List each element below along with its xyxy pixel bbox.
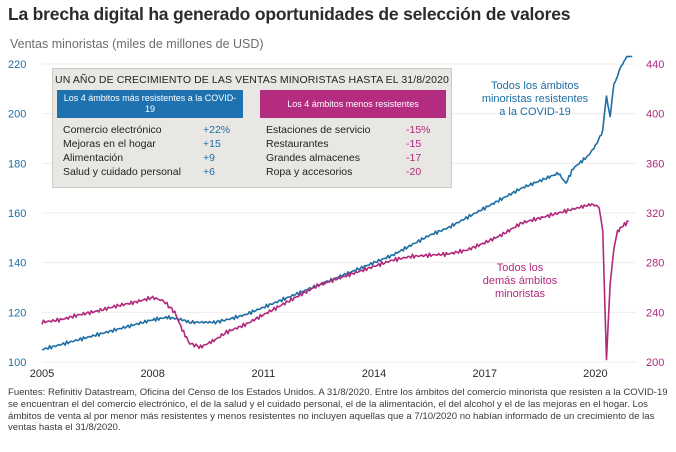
table-row: Ropa y accesorios -20: [260, 165, 446, 179]
row-label: Restaurantes: [266, 138, 329, 150]
table-row: Mejoras en el hogar +15: [57, 137, 243, 151]
right-axis-tick: 320: [646, 208, 664, 220]
row-value: +6: [203, 166, 215, 178]
chart-subtitle: Ventas minoristas (miles de millones de …: [10, 37, 264, 51]
x-axis-tick: 2008: [140, 368, 164, 380]
resilient-panel: Los 4 ámbitos más resistentes a la COVID…: [57, 90, 243, 179]
x-axis-tick: 2011: [252, 368, 276, 380]
least-resilient-panel-header: Los 4 ámbitos menos resistentes: [260, 90, 446, 118]
table-row: Salud y cuidado personal +6: [57, 165, 243, 179]
table-row: Grandes almacenes -17: [260, 151, 446, 165]
growth-table-title: UN AÑO DE CRECIMIENTO DE LAS VENTAS MINO…: [55, 74, 449, 86]
table-row: Alimentación +9: [57, 151, 243, 165]
resilient-series-line: [41, 55, 633, 351]
x-axis-tick: 2014: [362, 368, 386, 380]
row-label: Ropa y accesorios: [266, 166, 353, 178]
table-row: Estaciones de servicio -15%: [260, 123, 446, 137]
row-label: Grandes almacenes: [266, 152, 360, 164]
chart-series: [41, 55, 633, 361]
x-axis-tick: 2020: [583, 368, 607, 380]
row-value: +22%: [203, 124, 231, 136]
series-labels: Todos los ámbitos minoristas resistentes a…: [482, 80, 589, 300]
x-axis-ticks: 2005 2008 2011 2014 2017 2020: [30, 368, 608, 380]
left-axis-ticks: 100 120 140 160 180 200 220: [8, 59, 26, 369]
resilient-series-label: Todos los ámbitos minoristas resistentes a…: [482, 80, 589, 118]
row-label: Alimentación: [63, 152, 124, 164]
growth-table: UN AÑO DE CRECIMIENTO DE LAS VENTAS MINO…: [52, 68, 452, 188]
right-axis-tick: 400: [646, 109, 664, 121]
row-label: Salud y cuidado personal: [63, 166, 181, 178]
left-axis-tick: 200: [8, 109, 26, 121]
row-value: -17: [406, 152, 422, 164]
right-axis-tick: 440: [646, 59, 664, 71]
right-axis-tick: 200: [646, 357, 664, 369]
right-axis-tick: 280: [646, 258, 664, 270]
other-series-label: Todos los demás ámbitos minoristas: [483, 262, 558, 300]
other-series-line: [41, 203, 629, 361]
right-axis-tick: 240: [646, 307, 664, 319]
footer-sources: Fuentes: Refinitiv Datastream, Oficina d…: [8, 387, 668, 434]
row-value: -15: [406, 138, 422, 150]
right-axis-ticks: 200 240 280 320 360 400 440: [646, 59, 664, 369]
left-axis-tick: 100: [8, 357, 26, 369]
resilient-panel-header: Los 4 ámbitos más resistentes a la COVID…: [57, 90, 243, 118]
row-label: Estaciones de servicio: [266, 124, 371, 136]
row-label: Mejoras en el hogar: [63, 138, 156, 150]
least-resilient-panel: Los 4 ámbitos menos resistentes Estacion…: [260, 90, 446, 179]
row-value: -15%: [406, 124, 431, 136]
row-value: -20: [406, 166, 422, 178]
retail-sales-chart: 100 120 140 160 180 200 220 200 240 280 320 360 400…: [8, 55, 664, 380]
x-axis-tick: 2005: [30, 368, 54, 380]
right-axis-tick: 360: [646, 158, 664, 170]
left-axis-tick: 120: [8, 307, 26, 319]
left-axis-tick: 160: [8, 208, 26, 220]
page-title: La brecha digital ha generado oportunida…: [8, 4, 571, 24]
table-row: Restaurantes -15: [260, 137, 446, 151]
row-value: +9: [203, 152, 215, 164]
row-value: +15: [203, 138, 221, 150]
table-row: Comercio electrónico +22%: [57, 123, 243, 137]
left-axis-tick: 220: [8, 59, 26, 71]
left-axis-tick: 180: [8, 158, 26, 170]
left-axis-tick: 140: [8, 258, 26, 270]
row-label: Comercio electrónico: [63, 124, 162, 136]
x-axis-tick: 2017: [472, 368, 496, 380]
